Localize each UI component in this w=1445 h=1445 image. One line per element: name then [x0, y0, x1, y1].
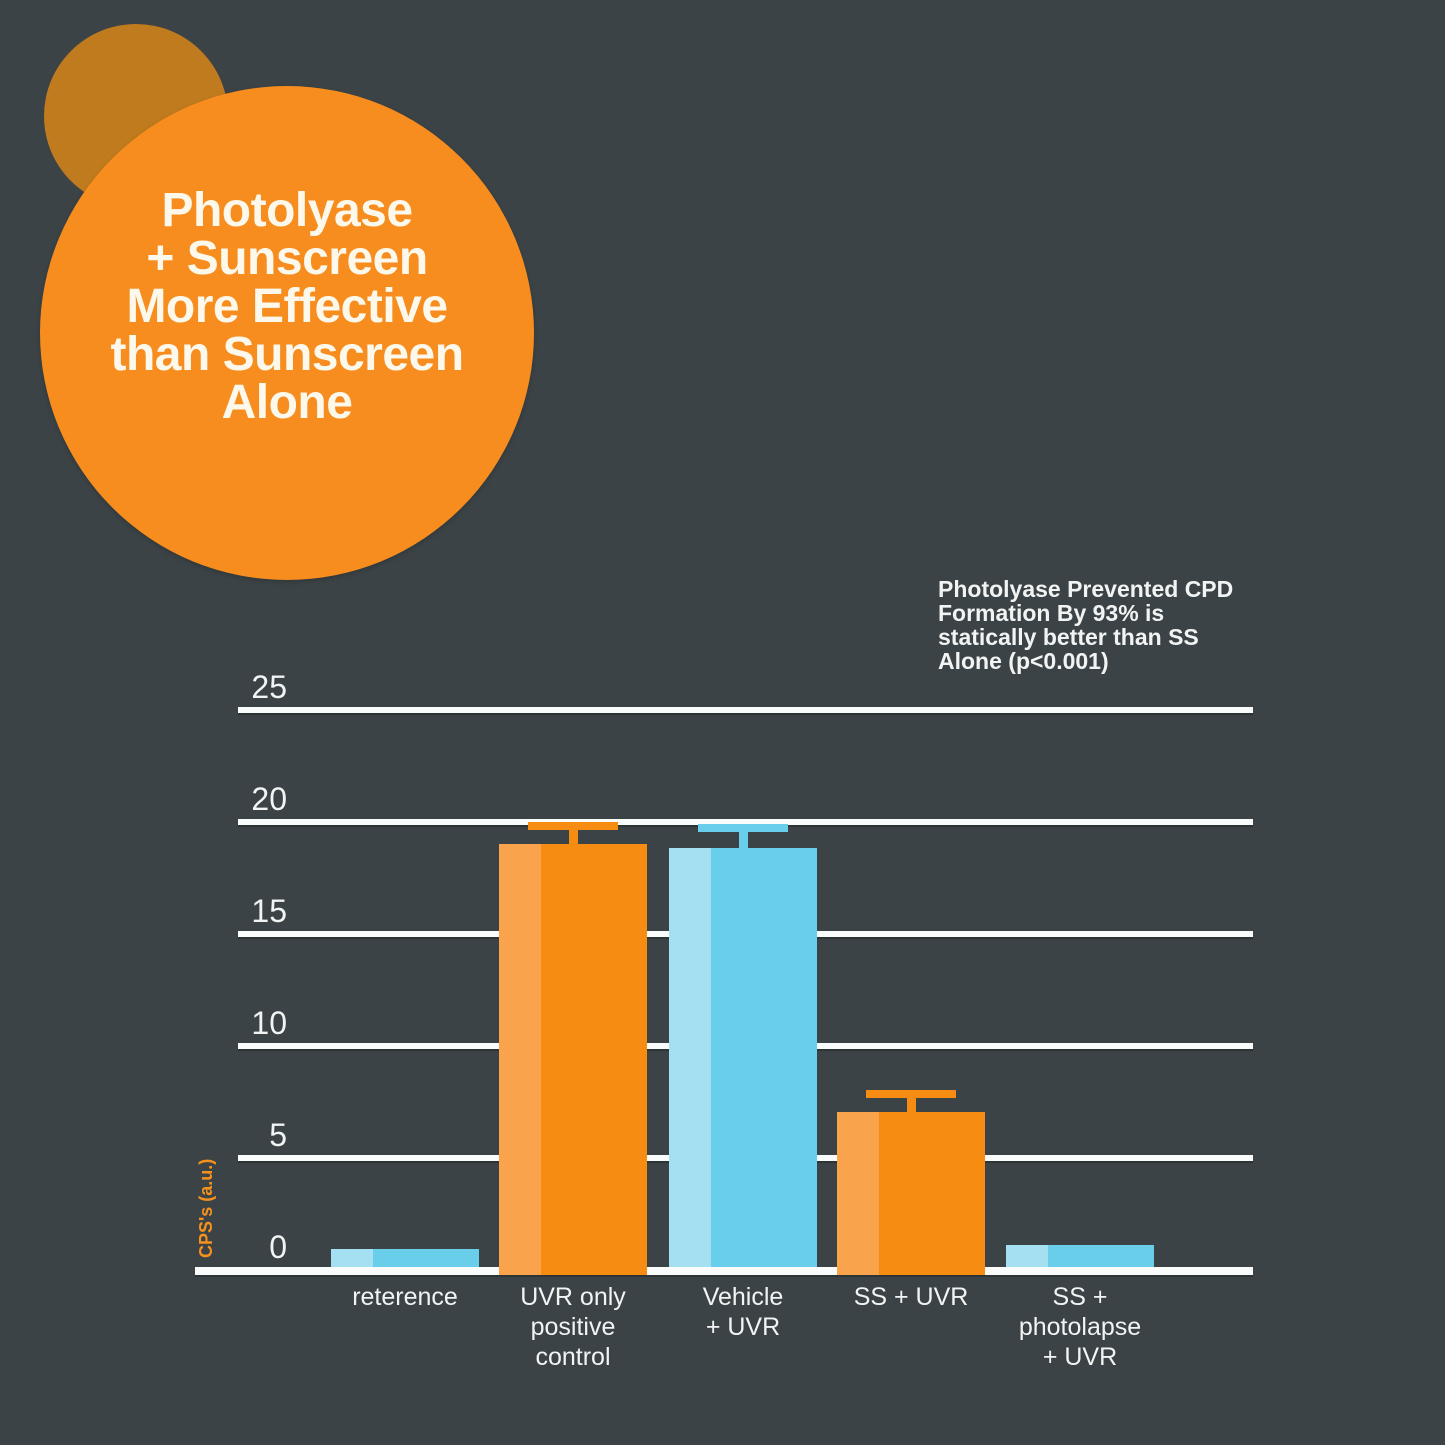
text-line: Vehicle — [702, 1283, 784, 1311]
text-line: SS + UVR — [853, 1283, 969, 1311]
chart-annotation: Photolyase Prevented CPD Formation By 93%… — [938, 577, 1233, 673]
text-line: positive — [530, 1313, 616, 1341]
error-bar-cap-uvr-only-positive-control — [528, 822, 618, 830]
x-category-label-uvr-only-positive-control: UVR only positive control — [463, 1282, 683, 1372]
error-bar-cap-ss-uvr — [866, 1090, 956, 1098]
text-line: More Effective — [126, 280, 448, 333]
x-category-label-ss-uvr: SS + UVR — [801, 1282, 1021, 1312]
bar-ss-photolapse-uvr — [1006, 1245, 1154, 1267]
bar-vehicle-uvr — [669, 848, 817, 1267]
infographic-title: Photolyase + Sunscreen More Effective than … — [110, 184, 464, 429]
bar-highlight-strip — [669, 848, 712, 1267]
text-line: statically better than SS — [938, 624, 1199, 650]
y-tick-label-5: 5 — [269, 1117, 287, 1153]
x-category-label-vehicle-uvr: Vehicle + UVR — [633, 1282, 853, 1342]
text-line: + Sunscreen — [146, 232, 428, 285]
y-axis-title: CPS's (a.u.) — [196, 1158, 216, 1258]
y-tick-label-25: 25 — [251, 669, 287, 705]
text-line: control — [535, 1343, 611, 1371]
text-line: SS + — [1052, 1283, 1108, 1311]
bar-highlight-strip — [499, 844, 542, 1275]
x-axis-line — [195, 1267, 1253, 1275]
y-tick-label-20: 20 — [251, 781, 287, 817]
error-bar-stem-uvr-only-positive-control — [568, 830, 578, 844]
gridline-25 — [238, 707, 1253, 713]
text-line: Alone (p<0.001) — [938, 648, 1109, 674]
bar-ss-uvr — [837, 1112, 985, 1275]
text-line: reterence — [352, 1283, 458, 1311]
bar-reterence — [331, 1249, 479, 1267]
text-line: Alone — [221, 376, 353, 429]
text-line: Formation By 93% is — [938, 600, 1165, 626]
text-line: + UVR — [705, 1313, 781, 1341]
bar-highlight-strip — [331, 1249, 374, 1267]
y-tick-label-15: 15 — [251, 893, 287, 929]
text-line: photolapse — [1018, 1313, 1142, 1341]
error-bar-cap-vehicle-uvr — [698, 824, 788, 832]
y-tick-label-10: 10 — [251, 1005, 287, 1041]
error-bar-stem-vehicle-uvr — [738, 832, 748, 848]
bar-highlight-strip — [1006, 1245, 1049, 1267]
text-line: + UVR — [1042, 1343, 1118, 1371]
text-line: Photolyase Prevented CPD — [938, 576, 1234, 602]
x-category-label-ss-photolapse-uvr: SS + photolapse + UVR — [970, 1282, 1190, 1372]
gridline-20 — [238, 819, 1253, 825]
error-bar-stem-ss-uvr — [906, 1098, 916, 1112]
y-tick-label-0: 0 — [269, 1229, 287, 1265]
text-line: than Sunscreen — [110, 328, 464, 381]
bar-uvr-only-positive-control — [499, 844, 647, 1275]
text-line: UVR only — [520, 1283, 626, 1311]
title-circle: Photolyase + Sunscreen More Effective than … — [40, 86, 534, 580]
x-category-label-reterence: reterence — [295, 1282, 515, 1312]
bar-highlight-strip — [837, 1112, 880, 1275]
text-line: Photolyase — [161, 184, 413, 237]
